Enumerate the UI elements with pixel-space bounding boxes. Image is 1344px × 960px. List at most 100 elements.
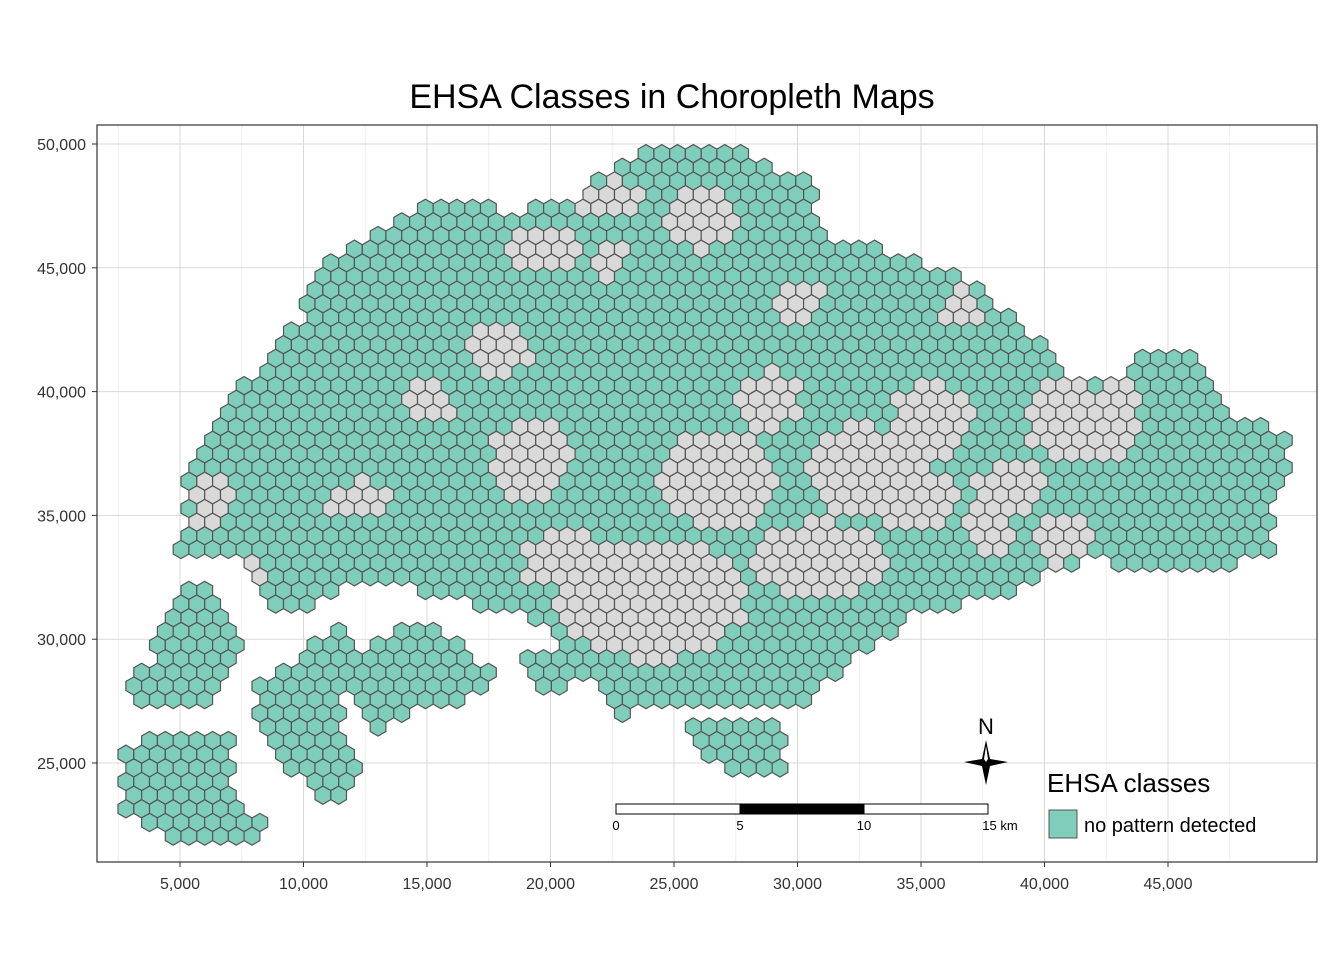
hexagon-no-pattern (755, 758, 773, 778)
hexagon-no-pattern (881, 621, 899, 642)
hexagon-no-pattern (535, 676, 553, 696)
hexagon-no-pattern (763, 689, 781, 710)
hexagon-no-pattern (448, 580, 466, 601)
hexagon-no-pattern (984, 580, 1002, 601)
hexagon-unclassified (1047, 553, 1065, 573)
y-axis: 25,000 30,000 35,000 40,000 45,000 50,000 (37, 137, 97, 773)
hexagon-no-pattern (361, 567, 379, 587)
scale-label-15: 15 km (982, 818, 1017, 833)
hexagon-no-pattern (550, 676, 568, 696)
hexagon-no-pattern (416, 580, 434, 601)
hexagon-no-pattern (1189, 553, 1207, 573)
legend-title: EHSA classes (1047, 768, 1210, 798)
x-tick-label: 45,000 (1144, 876, 1193, 893)
hexagon-no-pattern (117, 799, 135, 819)
hexagon-no-pattern (1086, 539, 1104, 560)
y-tick-label: 50,000 (37, 137, 86, 154)
hexagon-no-pattern (1063, 553, 1081, 573)
y-tick-label: 45,000 (37, 261, 86, 278)
hexagon-no-pattern (1204, 553, 1222, 573)
compass-icon (964, 740, 1008, 785)
scale-label-10: 10 (857, 818, 871, 833)
hexagon-no-pattern (393, 703, 411, 724)
hexagon-no-pattern (826, 662, 844, 683)
hexagon-no-pattern (527, 607, 545, 628)
hexagon-no-pattern (141, 812, 158, 833)
hexagon-no-pattern (267, 594, 285, 614)
legend-swatch (1048, 809, 1078, 839)
scale-bar-seg-1 (615, 803, 741, 815)
legend-item-label: no pattern detected (1084, 815, 1256, 837)
north-label: N (978, 714, 994, 739)
hexagon-no-pattern (795, 689, 813, 710)
hexagon-no-pattern (732, 689, 750, 710)
hexagon-no-pattern (227, 826, 245, 846)
x-tick-label: 15,000 (403, 876, 452, 893)
hexagon-no-pattern (700, 689, 718, 710)
x-tick-label: 25,000 (650, 876, 699, 893)
hexagon-no-pattern (574, 662, 592, 683)
hexagon-no-pattern (330, 785, 348, 805)
y-tick-label: 40,000 (37, 385, 86, 402)
hexagon-no-pattern (243, 826, 261, 846)
hexagon-no-pattern (929, 594, 947, 614)
hexagon-layer (117, 143, 1293, 846)
scale-bar-seg-2 (739, 803, 865, 815)
hexagon-no-pattern (1126, 553, 1144, 573)
hexagon-no-pattern (1173, 553, 1191, 573)
hexagon-no-pattern (684, 689, 702, 710)
hexagon-no-pattern (1260, 539, 1278, 560)
hexagon-no-pattern (164, 826, 182, 846)
hexagon-no-pattern (669, 689, 687, 710)
x-tick-label: 35,000 (897, 876, 946, 893)
hexagon-no-pattern (180, 826, 198, 846)
x-tick-label: 30,000 (773, 876, 822, 893)
scale-label-0: 0 (612, 818, 619, 833)
hexagon-no-pattern (369, 717, 387, 737)
scale-label-5: 5 (736, 818, 743, 833)
hexagon-no-pattern (282, 594, 300, 614)
y-tick-label: 25,000 (37, 756, 86, 773)
hexagon-no-pattern (913, 594, 931, 614)
hexagon-no-pattern (298, 594, 316, 614)
hexagon-no-pattern (180, 689, 198, 710)
x-tick-label: 20,000 (526, 876, 575, 893)
hexagon-no-pattern (393, 567, 411, 587)
hexagon-no-pattern (747, 689, 765, 710)
hexagon-no-pattern (432, 689, 450, 710)
hexagon-no-pattern (432, 580, 450, 601)
hexagon-no-pattern (739, 758, 757, 778)
hexagon-no-pattern (771, 758, 789, 778)
x-axis: 5,000 10,000 15,000 20,000 25,000 30,000 35,00… (160, 862, 1193, 893)
y-tick-label: 30,000 (37, 632, 86, 649)
hexagon-no-pattern (1157, 553, 1175, 573)
x-tick-label: 10,000 (279, 876, 328, 893)
legend: EHSA classes no pattern detected (1047, 768, 1256, 839)
hexagon-no-pattern (637, 689, 655, 710)
hexagon-no-pattern (1023, 567, 1041, 587)
hexagon-no-pattern (1000, 580, 1018, 601)
hexagon-no-pattern (503, 594, 521, 614)
hexagon-no-pattern (416, 689, 434, 710)
hexagon-no-pattern (472, 594, 489, 614)
map-title: EHSA Classes in Choropleth Maps (409, 78, 934, 116)
hexagon-no-pattern (196, 826, 214, 846)
scale-bar: 0 5 10 15 km (612, 803, 1018, 833)
hexagon-no-pattern (700, 744, 718, 764)
hexagon-no-pattern (653, 689, 671, 710)
hexagon-no-pattern (314, 785, 332, 805)
hexagon-no-pattern (724, 758, 742, 778)
hexagon-no-pattern (133, 689, 151, 710)
hexagon-no-pattern (472, 676, 489, 696)
hexagon-no-pattern (1244, 539, 1262, 560)
hexagon-no-pattern (377, 567, 395, 587)
hexagon-no-pattern (322, 580, 340, 601)
hexagon-no-pattern (1220, 553, 1238, 573)
scale-bar-seg-3 (863, 803, 989, 815)
hexagon-no-pattern (1141, 553, 1159, 573)
y-tick-label: 35,000 (37, 508, 86, 525)
x-tick-label: 5,000 (160, 876, 200, 893)
hexagon-no-pattern (345, 567, 363, 587)
hexagon-no-pattern (448, 689, 466, 710)
